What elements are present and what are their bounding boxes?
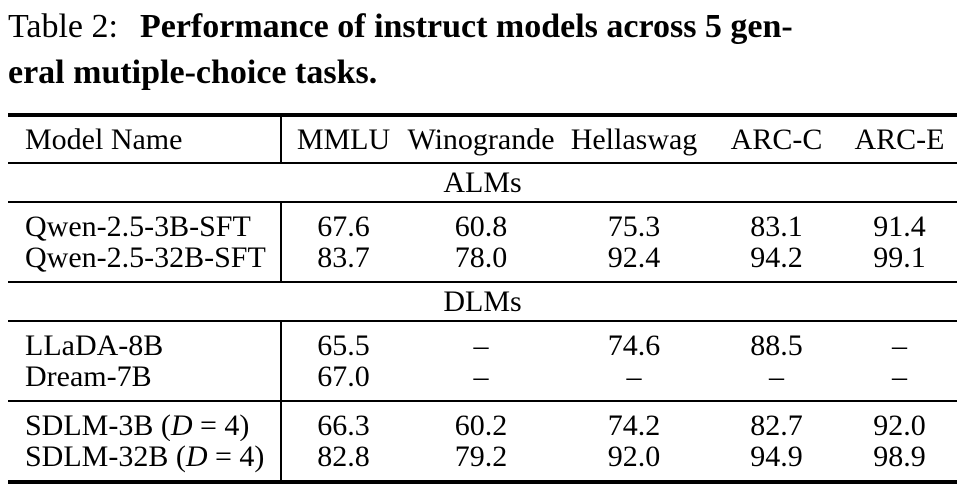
value-cell-mmlu: 66.3 [280,401,405,441]
table-row-qwen-3b: Qwen-2.5-3B-SFT 67.6 60.8 75.3 83.1 91.4 [8,202,957,242]
col-header-arc-c: ARC-C [711,115,842,164]
section-label-dlms: DLMs [8,282,957,322]
value-cell-arc-e: 91.4 [873,210,926,242]
model-name-text: SDLM-3B ( [25,409,171,441]
model-name-cell: Dream-7B [8,361,281,402]
value-cell-hellaswag: – [557,361,711,402]
value-cell-mmlu: 67.0 [280,361,405,402]
header-row: Model Name MMLU Winogrande Hellaswag ARC… [8,115,957,164]
value-cell-arc-c: 82.7 [750,409,803,441]
value-cell-winogrande: 60.2 [454,409,508,441]
table-row-sdlm-3b: SDLM-3B (D = 4) 66.3 60.2 74.2 82.7 92.0 [8,401,957,441]
model-name-text: Qwen-2.5-32B-SFT [25,242,266,274]
model-name-cell: SDLM-3B (D = 4) [8,401,281,441]
model-name-suffix: = 4) [207,441,265,473]
value-cell-arc-e: – [842,361,957,402]
model-name-cell: Qwen-2.5-3B-SFT [8,202,281,242]
caption-line-2: eral mutiple-choice tasks. [8,50,966,96]
value-cell-hellaswag: 74.6 [607,329,661,361]
model-name-cell: LLaDA-8B [8,321,281,361]
col-header-mmlu: MMLU [280,115,405,164]
value-cell-arc-c: – [711,361,842,402]
col-header-model-name: Model Name [8,115,281,164]
caption-label: Table 2: [8,8,118,45]
value-cell-hellaswag: 74.2 [607,409,661,441]
value-cell-arc-e: 98.9 [873,441,926,473]
table-caption: Table 2: Performance of instruct models a… [8,4,966,96]
value-cell-hellaswag: 92.0 [607,441,661,473]
value-cell-winogrande: 79.2 [454,441,508,473]
value-cell-arc-c: 94.2 [711,242,842,283]
model-name-text: Dream-7B [25,361,152,393]
section-label-alms: ALMs [8,163,957,203]
model-name-text: Qwen-2.5-3B-SFT [25,210,251,242]
value-cell-arc-e: 92.0 [873,409,926,441]
value-cell-mmlu: 65.5 [280,321,405,361]
model-name-cell: SDLM-32B (D = 4) [8,441,281,482]
value-cell-hellaswag: 75.3 [607,210,661,242]
value-cell-winogrande: – [405,361,557,402]
section-row-dlms: DLMs [8,282,957,322]
section-row-alms: ALMs [8,163,957,203]
model-name-math: D [170,409,193,441]
value-cell-arc-e: 99.1 [842,242,957,283]
model-name-suffix: = 4) [192,409,250,441]
caption-title-line1: Performance of instruct models across 5 … [139,8,793,45]
value-cell-mmlu: 67.6 [280,202,405,242]
model-name-text: SDLM-32B ( [25,441,186,473]
value-cell-winogrande: – [473,329,489,361]
col-header-hellaswag: Hellaswag [557,115,711,164]
model-name-cell: Qwen-2.5-32B-SFT [8,242,281,283]
model-name-text: LLaDA-8B [25,329,164,361]
value-cell-arc-e: – [892,329,907,361]
value-cell-winogrande: 78.0 [405,242,557,283]
results-table: Model Name MMLU Winogrande Hellaswag ARC… [8,113,957,484]
value-cell-mmlu: 83.7 [280,242,405,283]
value-cell-winogrande: 60.8 [454,210,508,242]
col-header-arc-e: ARC-E [842,115,957,164]
value-cell-arc-c: 94.9 [750,441,803,473]
caption-line-1: Table 2: Performance of instruct models a… [8,4,966,50]
table-row-dream-7b: Dream-7B 67.0 – – – – [8,361,957,402]
caption-title-line2: eral mutiple-choice tasks. [8,54,378,91]
col-header-winogrande: Winogrande [405,115,557,164]
value-cell-hellaswag: 92.4 [557,242,711,283]
table-row-qwen-32b: Qwen-2.5-32B-SFT 83.7 78.0 92.4 94.2 99.… [8,242,957,283]
value-cell-arc-c: 83.1 [750,210,803,242]
table-row-llada-8b: LLaDA-8B 65.5 – 74.6 88.5 – [8,321,957,361]
value-cell-mmlu: 82.8 [280,441,405,482]
model-name-math: D [185,441,208,473]
value-cell-arc-c: 88.5 [750,329,803,361]
table-row-sdlm-32b: SDLM-32B (D = 4) 82.8 79.2 92.0 94.9 98.… [8,441,957,482]
